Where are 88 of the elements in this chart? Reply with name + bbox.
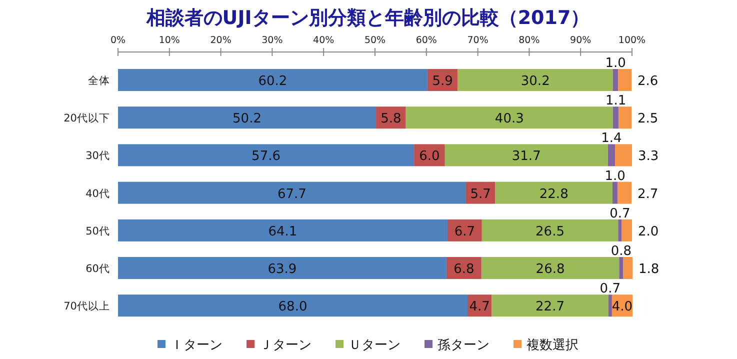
data-label: 1.0	[604, 168, 626, 184]
bar	[618, 182, 632, 204]
bar	[118, 257, 446, 279]
y-tick-label: 60代	[86, 263, 110, 275]
data-label: 3.3	[638, 149, 659, 164]
bar	[481, 257, 620, 279]
data-label: 6.7	[454, 224, 476, 240]
y-tick-label: 70代以上	[64, 300, 110, 313]
bar	[622, 219, 632, 242]
data-label: 1.0	[605, 56, 626, 71]
y-tick-label: 40代	[86, 188, 110, 200]
legend-label: Ｊターン	[260, 338, 312, 353]
bar	[466, 182, 496, 204]
data-label: 6.8	[454, 262, 474, 277]
x-tick-label: 70%	[467, 35, 488, 46]
data-label: 50.2	[232, 112, 262, 127]
y-tick-label: 50代	[86, 225, 110, 238]
bar	[612, 182, 618, 204]
y-tick-label: 30代	[86, 150, 110, 162]
data-label: 5.8	[380, 112, 402, 127]
data-label: 5.7	[470, 186, 491, 202]
data-label: 31.7	[512, 149, 541, 164]
data-label: 68.0	[278, 300, 308, 315]
bar	[612, 106, 619, 129]
bar	[118, 182, 466, 204]
bar	[612, 69, 618, 91]
x-tick-label: 80%	[518, 35, 540, 46]
y-tick-label: 全体	[88, 75, 110, 87]
legend-label: Ｉターン	[170, 338, 222, 353]
x-tick-label: 100%	[618, 35, 646, 46]
bar	[482, 219, 618, 242]
x-tick-label: 40%	[313, 35, 334, 46]
data-label: 64.1	[268, 224, 298, 240]
data-label: 1.4	[601, 131, 622, 146]
data-label: 40.3	[494, 112, 524, 127]
x-tick-label: 60%	[416, 35, 437, 46]
bar	[492, 294, 608, 317]
data-label: 67.7	[278, 186, 306, 202]
bar	[444, 144, 608, 166]
data-label: 1.1	[605, 94, 626, 109]
bar	[623, 257, 633, 279]
bar	[495, 182, 612, 204]
data-label: 30.2	[520, 74, 550, 89]
x-tick-label: 50%	[364, 35, 386, 46]
data-label: 2.7	[637, 186, 658, 202]
bar	[118, 106, 376, 129]
data-label: 0.7	[600, 282, 620, 297]
bar	[618, 219, 622, 242]
bar	[118, 294, 468, 317]
data-label: 5.9	[432, 74, 453, 89]
legend-label: 複数選択	[526, 338, 578, 353]
x-tick-label: 30%	[262, 35, 283, 46]
data-label: 22.8	[539, 186, 568, 202]
bar	[608, 144, 616, 166]
bar	[618, 69, 632, 91]
data-label: 4.0	[612, 300, 633, 315]
data-label: 6.0	[419, 149, 440, 164]
data-label: 0.8	[610, 244, 632, 259]
data-label: 2.5	[637, 112, 658, 127]
bar	[618, 106, 632, 129]
data-label: 26.5	[536, 224, 564, 240]
data-label: 57.6	[252, 149, 281, 164]
data-label: 0.7	[610, 206, 630, 222]
data-label: 1.8	[638, 262, 660, 277]
data-label: 4.7	[469, 300, 490, 315]
data-label: 63.9	[268, 262, 297, 277]
bar	[619, 257, 624, 279]
y-tick-label: 20代以下	[64, 112, 110, 125]
bar	[458, 69, 613, 91]
bar	[447, 219, 482, 242]
data-label: 26.8	[536, 262, 565, 277]
data-label: 2.0	[638, 224, 659, 240]
chart-title: 相談者のUJIターン別分類と年齢別の比較（2017）	[145, 7, 590, 29]
x-tick-label: 20%	[210, 35, 232, 46]
bar	[615, 144, 632, 166]
bar	[118, 69, 428, 91]
data-label: 2.6	[637, 74, 658, 89]
data-label: 60.2	[258, 74, 288, 89]
bar	[406, 106, 613, 129]
bar	[118, 219, 448, 242]
bar	[118, 144, 414, 166]
legend-label: 孫ターン	[438, 338, 490, 353]
x-tick-label: 90%	[570, 35, 592, 46]
data-label: 22.7	[536, 300, 564, 315]
bar	[608, 294, 612, 317]
legend-label: Ｕターン	[348, 338, 400, 353]
x-tick-label: 0%	[110, 35, 126, 46]
x-tick-label: 10%	[158, 35, 180, 46]
